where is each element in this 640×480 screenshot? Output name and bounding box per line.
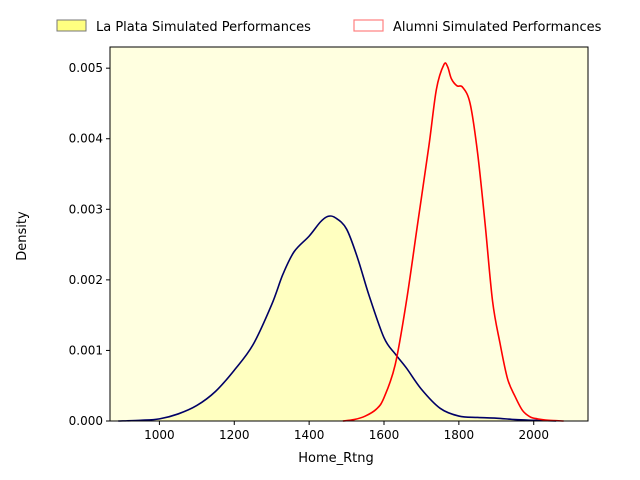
y-tick-label: 0.001: [69, 343, 103, 357]
series-line-alumni: [342, 62, 564, 422]
x-tick-label: 1600: [369, 428, 400, 442]
series-area-la-plata: [118, 215, 557, 421]
legend-label-alumni: Alumni Simulated Performances: [393, 20, 602, 35]
series-layer: [118, 62, 564, 422]
legend-patch-la-plata: [56, 19, 87, 32]
x-tick-label: 2000: [518, 428, 549, 442]
legend-entry-la-plata: La Plata Simulated Performances: [56, 19, 311, 35]
y-tick-label: 0.005: [69, 61, 103, 75]
legend-entry-alumni: Alumni Simulated Performances: [353, 19, 602, 35]
x-axis-label: Home_Rtng: [298, 451, 374, 466]
legend-patch-alumni: [353, 19, 384, 32]
x-tick-label: 1000: [144, 428, 175, 442]
y-tick-label: 0.004: [69, 132, 103, 146]
y-axis: 0.000 0.001 0.002 0.003 0.004 0.005: [69, 61, 110, 428]
x-tick-label: 1400: [294, 428, 325, 442]
y-tick-label: 0.003: [69, 202, 103, 216]
legend-label-la-plata: La Plata Simulated Performances: [96, 20, 311, 35]
plot-frame: [109, 46, 589, 422]
legend: La Plata Simulated Performances Alumni S…: [56, 19, 602, 35]
y-tick-label: 0.002: [69, 273, 103, 287]
y-axis-label: Density: [15, 211, 30, 261]
y-tick-label: 0.000: [69, 414, 103, 428]
x-tick-label: 1800: [444, 428, 475, 442]
series-line-la-plata: [118, 215, 557, 422]
x-axis: 1000 1200 1400 1600 1800 2000: [144, 421, 549, 442]
x-tick-label: 1200: [219, 428, 250, 442]
